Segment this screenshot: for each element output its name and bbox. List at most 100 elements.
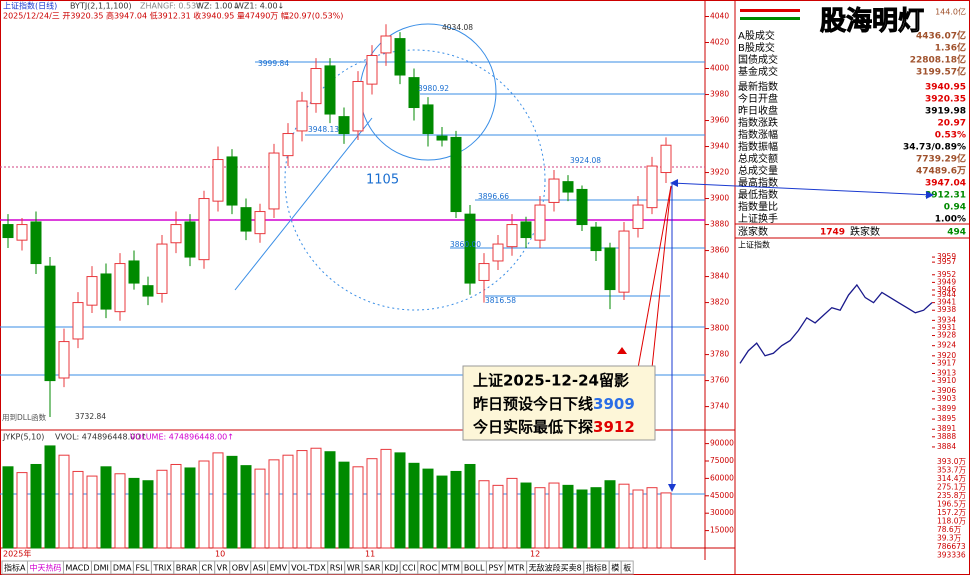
y-tick-label: 353.7万 — [937, 466, 966, 475]
bar-indicator — [740, 9, 800, 12]
y-tick-label: 3940 — [710, 142, 729, 151]
candle-body — [30, 221, 42, 265]
tab[interactable]: KDJ — [384, 564, 398, 573]
annotation: 3948.13 — [308, 125, 339, 134]
volume-bar — [436, 475, 448, 549]
tab[interactable]: MTM — [441, 564, 460, 573]
volume-bar — [576, 489, 588, 549]
volume-bar — [114, 473, 126, 549]
tab[interactable]: PSY — [488, 564, 503, 573]
stat-label: 总成交额 — [738, 152, 778, 165]
volume-bar — [226, 455, 238, 549]
y-tick-label: 3957 — [937, 257, 956, 266]
y-tick-label: 3913 — [937, 369, 956, 378]
tab[interactable]: VOL-TDX — [291, 564, 326, 573]
x-tick-label: 2025年 — [3, 549, 31, 559]
tab[interactable]: OBV — [232, 564, 250, 573]
candle-body — [394, 38, 406, 76]
tab[interactable]: 板 — [623, 563, 631, 573]
stat-label: 指数振幅 — [738, 140, 778, 153]
tab[interactable]: FSL — [135, 564, 150, 573]
tab[interactable]: DMI — [93, 564, 108, 573]
tab[interactable]: WR — [347, 564, 361, 573]
volume-bar — [506, 477, 518, 549]
tab[interactable]: BRAR — [176, 564, 198, 573]
y-tick-label: 3959 — [937, 252, 956, 261]
candle-body — [282, 133, 294, 157]
volume-bar — [450, 470, 462, 549]
callout-box — [462, 365, 656, 441]
candle-body — [492, 243, 504, 262]
stat-label: 国债成交 — [738, 53, 778, 66]
volume-bar — [240, 465, 252, 549]
volume-bar — [520, 482, 532, 549]
tab[interactable]: 指标A — [4, 563, 26, 573]
stat-value: 3919.98 — [925, 107, 966, 117]
candle-body — [590, 226, 602, 252]
tab[interactable]: CCI — [402, 564, 416, 573]
tab[interactable]: 中天热码 — [29, 563, 61, 573]
stat-label: 昨日收盘 — [738, 104, 778, 117]
candle-body — [240, 207, 252, 232]
panel-title: JYKP(5,10) — [2, 433, 44, 442]
bar-indicator — [740, 17, 800, 20]
chart-title: 上证指数(日线) — [3, 1, 57, 11]
tab[interactable]: 模 — [611, 563, 619, 573]
candle-body — [366, 55, 378, 85]
y-tick-label: 3800 — [710, 324, 729, 333]
tab[interactable]: 指标B — [586, 563, 608, 573]
volume-bar — [282, 454, 294, 549]
y-tick-label: 235.8万 — [937, 491, 966, 500]
indicator: ZHANGF: 0.53↑ — [140, 2, 203, 11]
volume-bar — [604, 480, 616, 549]
y-tick-label: 3900 — [710, 194, 729, 203]
tab[interactable]: ASI — [253, 564, 266, 573]
tab[interactable]: ROC — [420, 564, 438, 573]
candle-body — [520, 221, 532, 239]
y-tick-label: 4040 — [710, 12, 729, 21]
tab[interactable]: 无敌波段买卖8 — [529, 563, 582, 573]
candle-body — [86, 276, 98, 306]
tab[interactable]: CR — [202, 564, 214, 573]
y-tick-label: 90000 — [710, 439, 734, 448]
arrowhead — [926, 191, 934, 199]
candle-body — [114, 263, 126, 313]
tab[interactable]: EMV — [270, 564, 288, 573]
y-tick-label: 3946 — [937, 285, 956, 294]
volume-bar — [170, 463, 182, 549]
stat-value: 0.94 — [944, 203, 966, 213]
callout-text: 今日实际最低下探3912 — [472, 418, 635, 436]
tab[interactable]: RSI — [330, 564, 343, 573]
y-tick-label: 4020 — [710, 38, 729, 47]
annotation: 3896.66 — [478, 192, 509, 201]
tab[interactable]: MACD — [65, 564, 89, 573]
stat-value: 0.53% — [935, 131, 966, 141]
stat-label: 最新指数 — [738, 80, 778, 93]
annotation: 3999.84 — [258, 59, 289, 68]
callout-text: 昨日预设今日下线3909 — [473, 395, 635, 413]
y-tick-label: 3949 — [937, 277, 956, 286]
volume-bar — [30, 463, 42, 549]
annotation: 用到DLL函数 — [2, 412, 47, 422]
candle-body — [338, 116, 350, 135]
tab[interactable]: VR — [217, 564, 228, 573]
tab[interactable]: BOLL — [464, 564, 485, 573]
y-tick-label: 786673 — [937, 542, 966, 551]
tab[interactable]: SAR — [364, 564, 381, 573]
candle-body — [268, 152, 280, 210]
candle-body — [156, 243, 168, 294]
volume-bar — [72, 470, 84, 549]
candle-body — [646, 165, 658, 209]
stat-label: 最低指数 — [738, 188, 778, 201]
tab[interactable]: TRIX — [152, 564, 172, 573]
volume-bar — [380, 448, 392, 549]
callout-value: 3912 — [593, 418, 635, 436]
candle-body — [506, 224, 518, 248]
stat-label: 基金成交 — [738, 65, 778, 78]
tab[interactable]: DMA — [113, 564, 132, 573]
tab[interactable]: MTR — [507, 564, 525, 573]
candle-body — [170, 224, 182, 244]
y-tick-label: 3924 — [937, 341, 956, 350]
y-tick-label: 30000 — [710, 508, 734, 517]
volume-bar — [310, 447, 322, 549]
